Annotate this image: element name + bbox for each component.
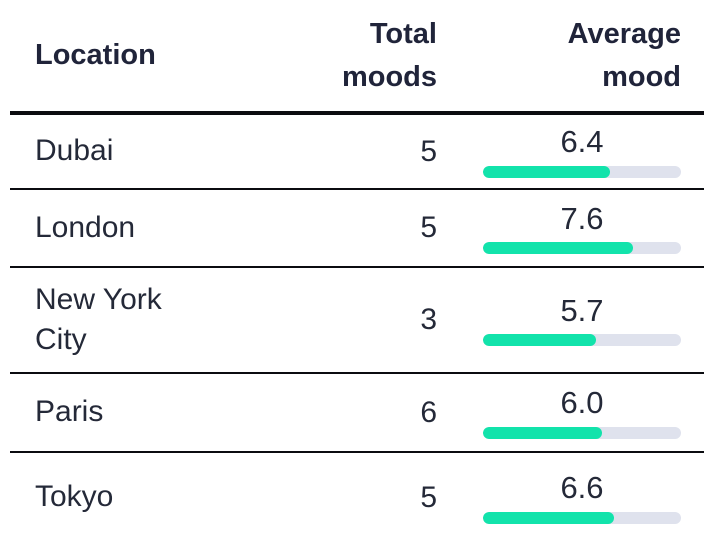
average-mood-block: 6.4	[483, 124, 681, 178]
average-mood-cell: 5.7	[447, 267, 704, 373]
mood-bar-track	[483, 165, 681, 178]
column-header-location: Location	[10, 0, 300, 113]
total-moods-cell: 5	[420, 211, 437, 244]
average-mood-cell: 6.4	[447, 113, 704, 189]
mood-bar-track	[483, 426, 681, 439]
table-row-tokyo: Tokyo 5 6.6	[10, 452, 704, 542]
column-header-average-mood-label: Average mood	[567, 18, 681, 93]
average-mood-block: 7.6	[483, 200, 681, 255]
mood-bar-fill	[483, 426, 602, 439]
average-mood-value: 6.4	[560, 124, 604, 160]
table-header-row: Location Total moods Average mood	[10, 0, 704, 113]
location-cell: Tokyo	[10, 452, 300, 542]
average-mood-cell: 6.0	[447, 373, 704, 452]
average-mood-cell: 6.6	[447, 452, 704, 542]
mood-bar-fill	[483, 165, 610, 178]
location-cell: London	[10, 189, 300, 267]
location-name: Dubai	[35, 134, 114, 168]
total-moods-cell: 6	[420, 395, 437, 429]
total-moods-cell: 3	[420, 303, 437, 336]
total-moods-cell: 5	[420, 134, 437, 168]
average-mood-cell: 7.6	[447, 189, 704, 267]
location-cell: Paris	[10, 373, 300, 452]
average-mood-value: 7.6	[560, 200, 604, 236]
average-mood-block: 6.6	[483, 470, 681, 524]
table-row-dubai: Dubai 5 6.4	[10, 113, 704, 189]
mood-bar-track	[483, 511, 681, 524]
column-header-total-moods: Total moods	[300, 0, 447, 113]
column-header-location-label: Location	[35, 39, 156, 72]
mood-bar-fill	[483, 511, 614, 524]
location-mood-table: Location Total moods Average mood Dubai …	[10, 0, 704, 542]
average-mood-value: 5.7	[560, 292, 604, 328]
average-mood-value: 6.6	[560, 470, 604, 506]
location-name: London	[35, 210, 136, 244]
average-mood-block: 6.0	[483, 385, 681, 439]
location-name: Paris	[35, 395, 104, 429]
table-row-london: London 5 7.6	[10, 189, 704, 267]
mood-bar-fill	[483, 242, 634, 255]
location-cell: New York City	[10, 267, 300, 373]
table-row-new-york-city: New York City 3 5.7	[10, 267, 704, 373]
average-mood-block: 5.7	[483, 292, 681, 347]
location-name: New York City	[35, 282, 162, 357]
location-name: Tokyo	[35, 480, 114, 514]
mood-bar-track	[483, 334, 681, 347]
table-row-paris: Paris 6 6.0	[10, 373, 704, 452]
total-moods-cell: 5	[420, 480, 437, 514]
mood-bar-fill	[483, 334, 596, 347]
average-mood-value: 6.0	[560, 385, 604, 421]
location-cell: Dubai	[10, 113, 300, 189]
column-header-average-mood: Average mood	[447, 0, 704, 113]
mood-bar-track	[483, 242, 681, 255]
column-header-total-moods-label: Total moods	[341, 18, 437, 93]
